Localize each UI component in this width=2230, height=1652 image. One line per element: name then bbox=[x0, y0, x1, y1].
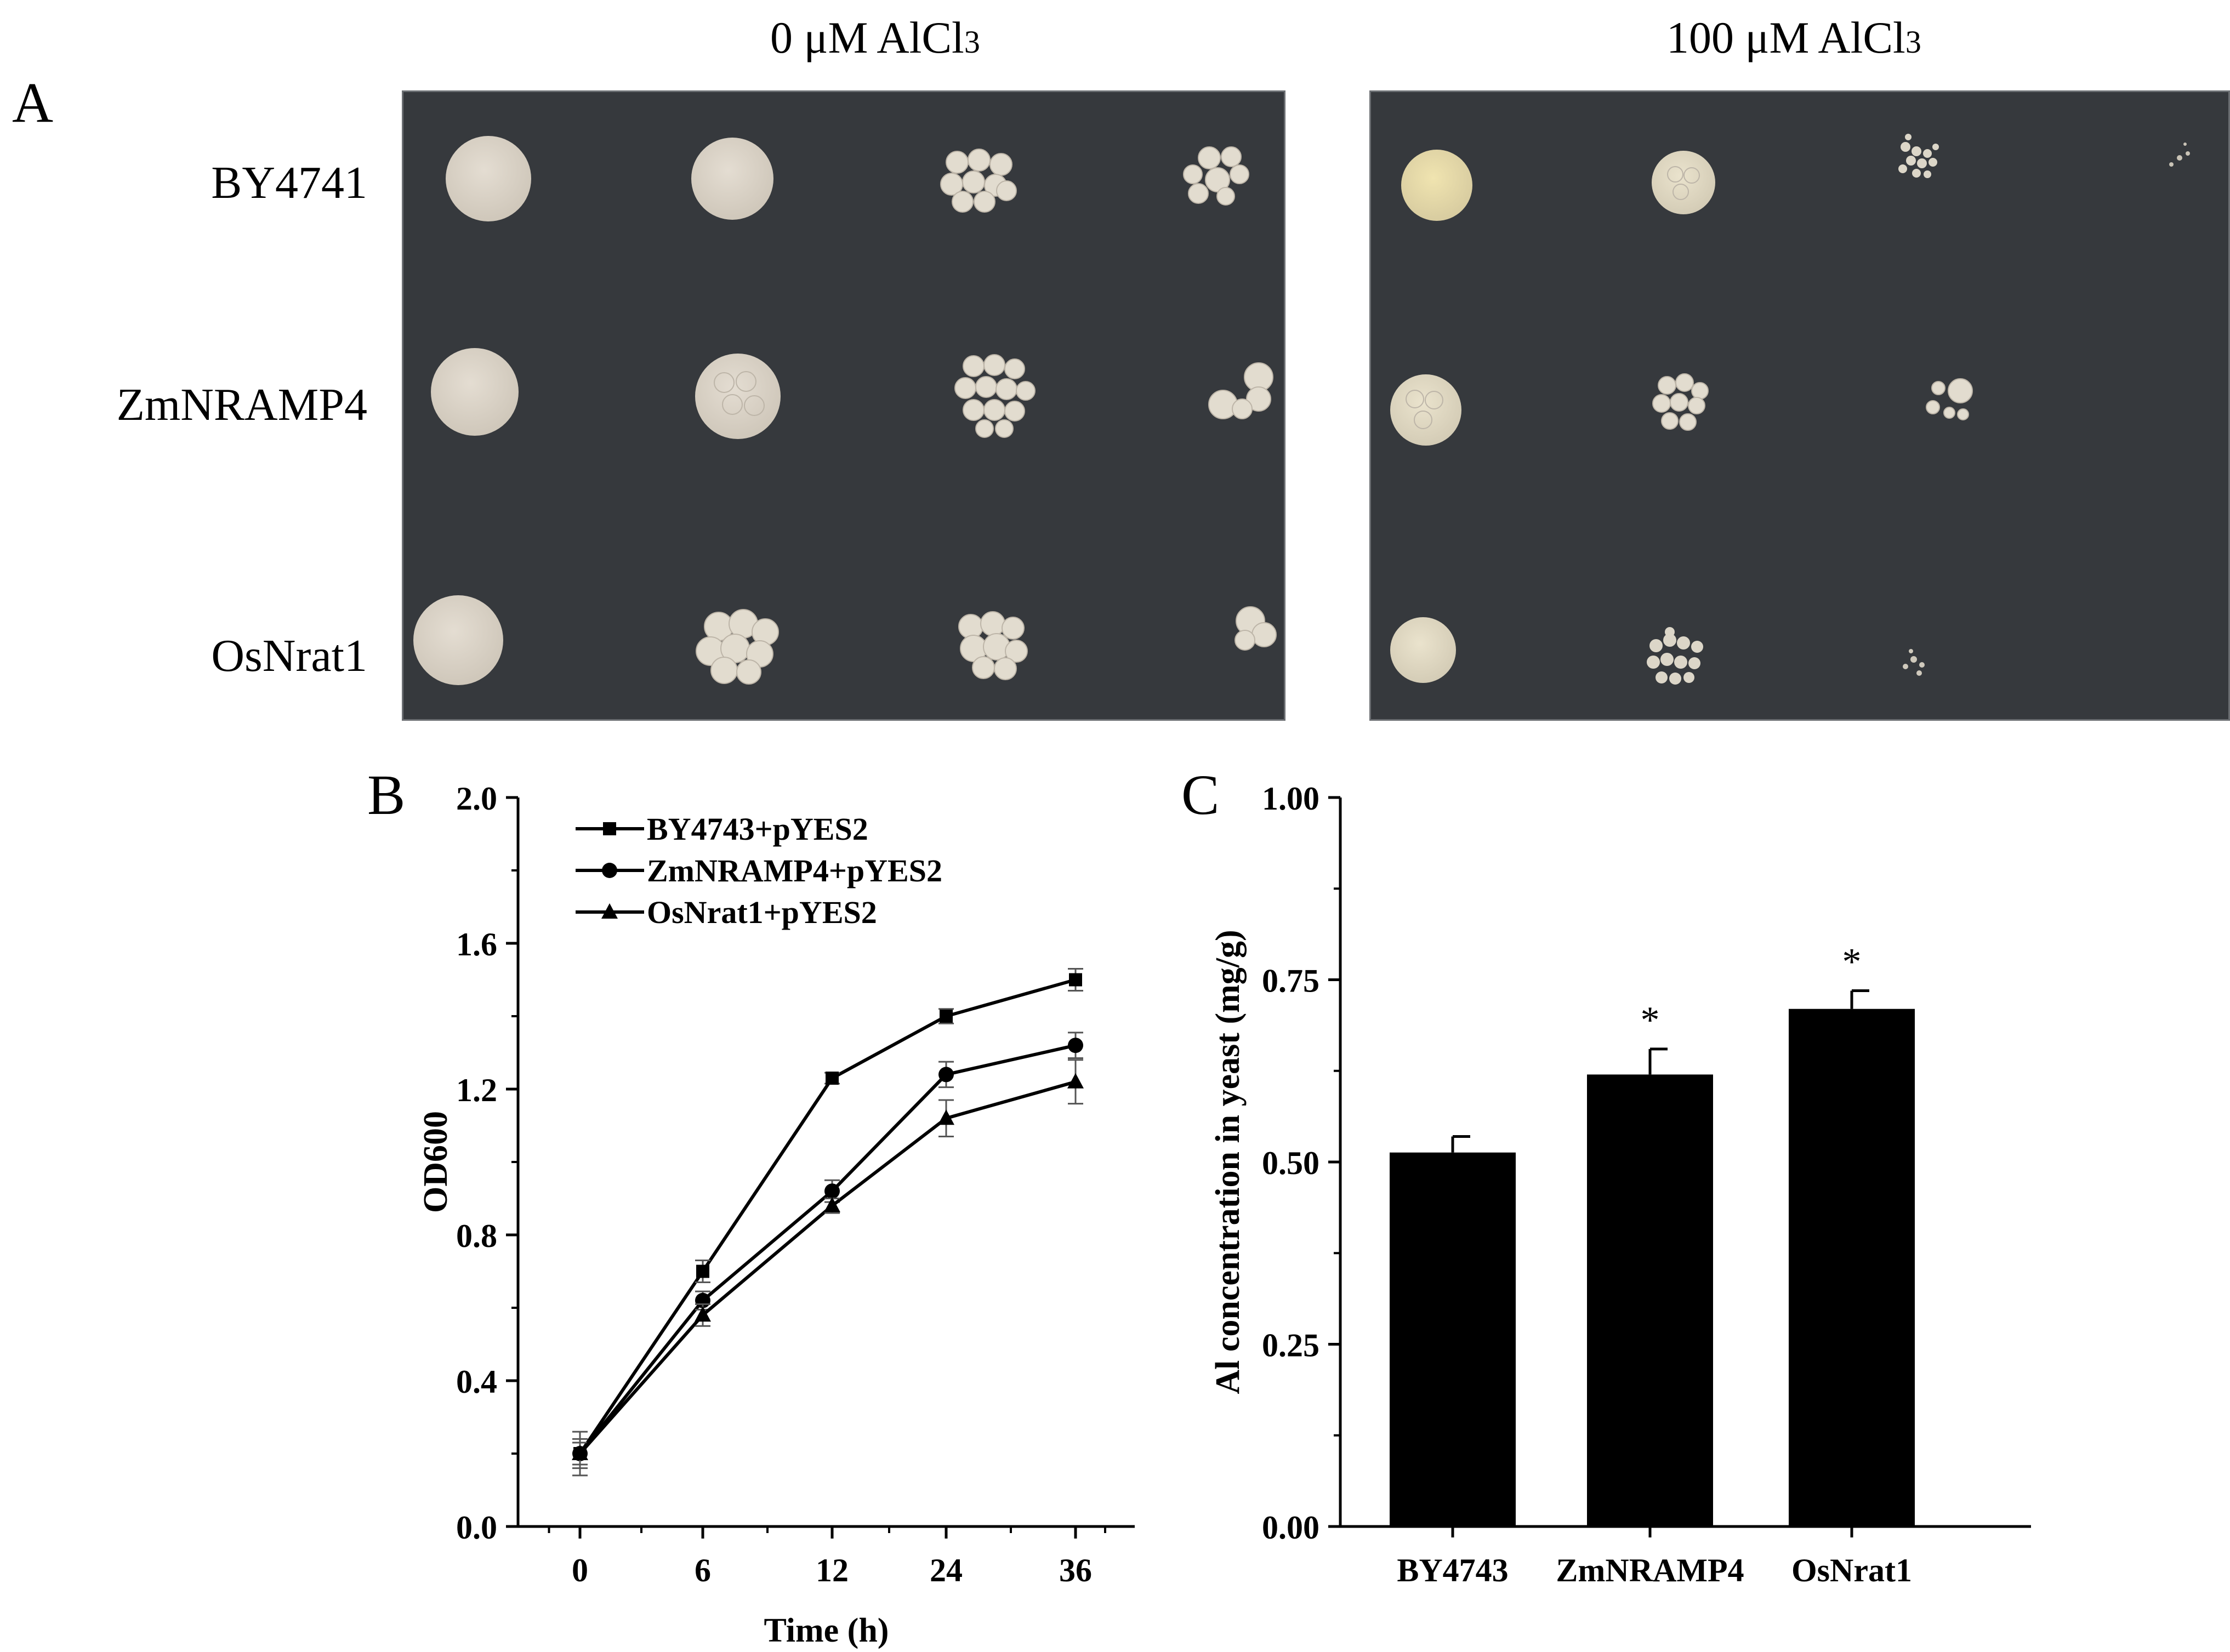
panel-b-letter: B bbox=[367, 764, 405, 827]
plate-0um bbox=[402, 90, 1285, 721]
y-tick-label: 1.2 bbox=[456, 1072, 497, 1108]
chart-b: B 0.0 0.4 0.8 1.2 1.6 2.0 0 6 12 24 36 Time (h) OD60… bbox=[367, 764, 1135, 1649]
significance-marker: * bbox=[1842, 941, 1862, 983]
x-tick-label: 6 bbox=[695, 1552, 711, 1588]
colony-osnrat1-d2 bbox=[696, 609, 779, 685]
bar-1 bbox=[1587, 1074, 1713, 1526]
condition-title-0: 0 μM AlCl3 bbox=[770, 12, 980, 64]
plate-100um-image bbox=[1390, 134, 2190, 685]
al-colony-by4741-d2 bbox=[1652, 151, 1715, 214]
condition-title-0-main: 0 μM AlCl bbox=[770, 13, 964, 62]
data-point-2 bbox=[824, 1197, 840, 1212]
y-axis-label: Al concentration in yeast (mg/g) bbox=[1209, 930, 1247, 1394]
colony-by4741-d2 bbox=[691, 138, 773, 220]
condition-title-1-main: 100 μM AlCl bbox=[1666, 13, 1905, 62]
chart-c: C 0.00 0.25 0.50 0.75 1.00 Al concentration i… bbox=[1181, 764, 2031, 1588]
colony-zmnramp4-d2 bbox=[695, 354, 781, 439]
data-point-0 bbox=[696, 1264, 709, 1278]
strain-label-0: BY4741 bbox=[211, 157, 367, 208]
colony-osnrat1-d3 bbox=[958, 611, 1028, 680]
al-colony-by4741-d1 bbox=[1401, 150, 1472, 221]
colony-by4741-d4 bbox=[1183, 146, 1249, 206]
significance-marker: * bbox=[1641, 999, 1660, 1041]
y-tick-label: 0.25 bbox=[1262, 1328, 1319, 1364]
x-tick-label: ZmNRAMP4 bbox=[1556, 1552, 1744, 1588]
al-colony-osnrat1-d2 bbox=[1647, 627, 1703, 685]
legend-marker-2 bbox=[601, 903, 618, 919]
chart-c-plot: 0.00 0.25 0.50 0.75 1.00 Al concentration in … bbox=[1209, 781, 2031, 1588]
data-point-0 bbox=[826, 1072, 839, 1085]
panel-c-letter: C bbox=[1181, 764, 1219, 827]
strain-label-2: OsNrat1 bbox=[211, 630, 367, 681]
y-tick-label: 0.4 bbox=[456, 1364, 497, 1400]
x-tick-label: 0 bbox=[572, 1552, 588, 1588]
x-tick-label: 24 bbox=[930, 1552, 963, 1588]
x-axis-label: Time (h) bbox=[764, 1612, 889, 1649]
y-tick-label: 0.50 bbox=[1262, 1145, 1319, 1181]
y-tick-label: 0.00 bbox=[1262, 1509, 1319, 1546]
legend-marker-0 bbox=[603, 822, 616, 835]
al-colony-zmnramp4-d2 bbox=[1652, 373, 1709, 431]
al-colony-by4741-d4 bbox=[2169, 143, 2190, 167]
colony-zmnramp4-d1 bbox=[431, 348, 519, 436]
bar-2 bbox=[1789, 1009, 1915, 1526]
al-colony-zmnramp4-d3 bbox=[1926, 378, 1973, 420]
condition-title-1: 100 μM AlCl3 bbox=[1666, 12, 1921, 64]
al-colony-osnrat1-d1 bbox=[1390, 617, 1456, 683]
data-point-2 bbox=[938, 1109, 954, 1125]
al-colony-by4741-d3 bbox=[1898, 134, 1939, 178]
plate-0um-image bbox=[413, 136, 1277, 685]
y-tick-label: 2.0 bbox=[456, 781, 497, 817]
bar-0 bbox=[1390, 1152, 1516, 1526]
colony-zmnramp4-d4 bbox=[1208, 362, 1273, 419]
x-tick-label: 36 bbox=[1059, 1552, 1092, 1588]
y-axis-label: OD600 bbox=[417, 1111, 454, 1213]
legend-label-1: ZmNRAMP4+pYES2 bbox=[647, 853, 942, 888]
y-tick-label: 1.6 bbox=[456, 926, 497, 962]
condition-title-1-sub: 3 bbox=[1905, 24, 1921, 60]
colony-osnrat1-d1 bbox=[413, 595, 503, 685]
data-point-2 bbox=[572, 1445, 588, 1460]
data-point-0 bbox=[940, 1010, 953, 1023]
legend-label-2: OsNrat1+pYES2 bbox=[647, 895, 877, 930]
y-tick-label: 0.0 bbox=[456, 1509, 497, 1546]
series-line-0 bbox=[578, 978, 1076, 1455]
condition-title-0-sub: 3 bbox=[964, 24, 980, 60]
panel-a-letter: A bbox=[12, 71, 54, 134]
data-point-1 bbox=[938, 1067, 954, 1083]
legend-marker-1 bbox=[602, 863, 617, 878]
colony-by4741-d3 bbox=[940, 149, 1017, 213]
strain-label-1: ZmNRAMP4 bbox=[116, 379, 367, 430]
y-tick-label: 1.00 bbox=[1262, 781, 1319, 817]
data-point-1 bbox=[1068, 1038, 1083, 1053]
x-tick-label: 12 bbox=[816, 1552, 849, 1588]
y-tick-label: 0.8 bbox=[456, 1218, 497, 1254]
legend-label-0: BY4743+pYES2 bbox=[647, 811, 868, 847]
x-tick-label: OsNrat1 bbox=[1791, 1552, 1912, 1588]
al-colony-osnrat1-d3 bbox=[1903, 649, 1925, 676]
al-colony-zmnramp4-d1 bbox=[1390, 374, 1461, 446]
data-point-2 bbox=[1067, 1073, 1084, 1089]
x-tick-label: BY4743 bbox=[1397, 1552, 1508, 1588]
data-point-0 bbox=[1069, 973, 1082, 987]
colony-by4741-d1 bbox=[446, 136, 531, 221]
series-line-1 bbox=[578, 1044, 1076, 1455]
y-tick-label: 0.75 bbox=[1262, 963, 1319, 999]
data-point-2 bbox=[695, 1306, 711, 1322]
data-point-1 bbox=[824, 1183, 840, 1199]
series-line-2 bbox=[578, 1080, 1076, 1455]
colony-zmnramp4-d3 bbox=[954, 354, 1036, 438]
chart-b-plot: 0.0 0.4 0.8 1.2 1.6 2.0 0 6 12 24 36 Time (h) OD600 B… bbox=[417, 781, 1135, 1649]
plate-100um bbox=[1369, 90, 2230, 721]
colony-osnrat1-d4 bbox=[1235, 606, 1277, 651]
